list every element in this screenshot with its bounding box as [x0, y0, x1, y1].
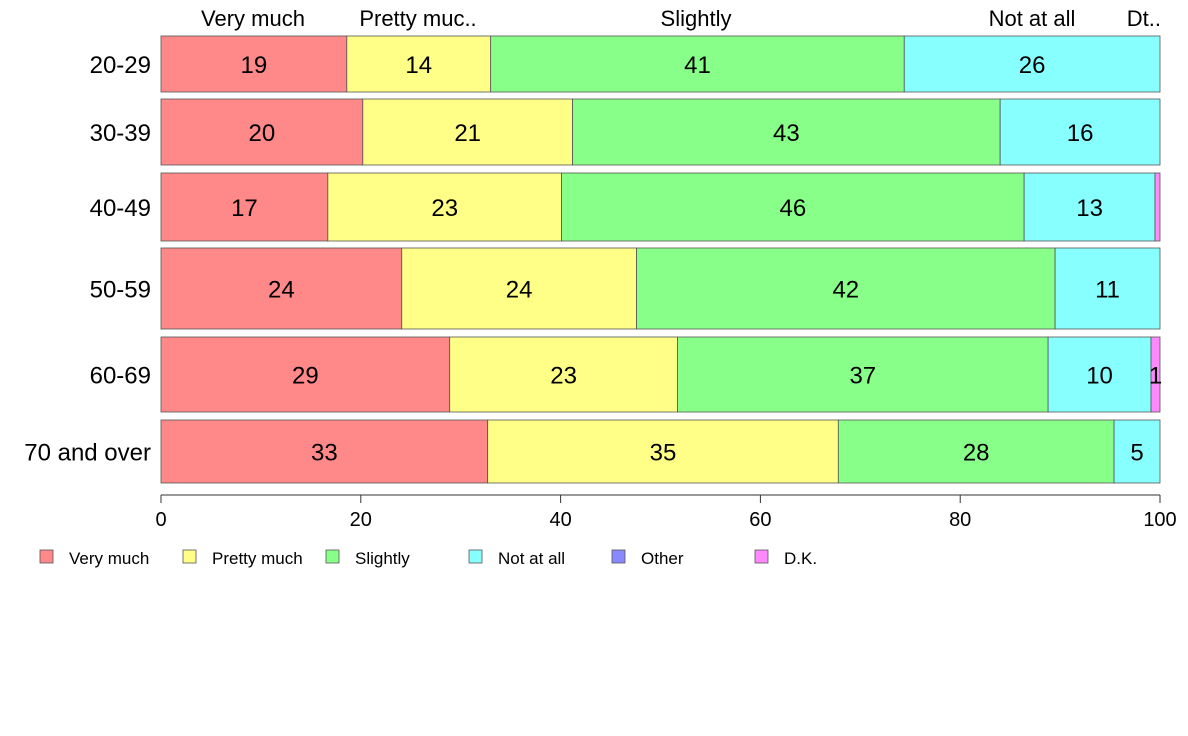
- legend-label: D.K.: [784, 549, 817, 568]
- bar-segment: [490, 35, 905, 93]
- bar-segment: [1023, 172, 1156, 242]
- bar-segment: [160, 419, 489, 484]
- data-label: 33: [311, 440, 338, 467]
- data-label: 21: [454, 120, 481, 147]
- data-label: 11: [1095, 277, 1120, 304]
- category-label: 20-29: [90, 52, 151, 79]
- bar-segment: [160, 172, 329, 242]
- bar-segment: [160, 247, 403, 330]
- x-tick-label: 40: [549, 509, 571, 531]
- bar-segment: [1047, 336, 1152, 413]
- data-label: 37: [849, 363, 876, 390]
- top-series-label: Very much: [201, 6, 305, 31]
- legend-swatch: [39, 549, 54, 564]
- data-label: 26: [1019, 52, 1046, 79]
- data-label: 14: [405, 52, 432, 79]
- bar-segment: [999, 98, 1161, 166]
- bar-segment: [401, 247, 637, 330]
- legend-label: Pretty much: [212, 549, 303, 568]
- category-label: 60-69: [90, 363, 151, 390]
- bar-segment: [346, 35, 492, 93]
- data-label: 24: [506, 277, 533, 304]
- data-label: 1: [1149, 363, 1162, 390]
- top-series-labels: Very much Pretty muc.. Slightly Not at all D…: [201, 6, 1161, 31]
- data-label: 23: [431, 195, 458, 222]
- bar-segment: [677, 336, 1049, 413]
- bar-segment: [160, 336, 451, 413]
- top-series-label: Dt..: [1127, 6, 1161, 31]
- top-series-label: Pretty muc..: [359, 6, 476, 31]
- data-label: 41: [684, 52, 711, 79]
- bar-segment: [160, 35, 348, 93]
- x-tick-label: 80: [949, 509, 971, 531]
- legend-label: Very much: [69, 549, 149, 568]
- data-label: 42: [832, 277, 859, 304]
- bar-segment: [362, 98, 573, 166]
- category-labels: 20-29 30-39 40-49 50-59 60-69 70 and over: [24, 52, 151, 467]
- legend: Very much Pretty much Slightly Not at all Ot…: [39, 549, 817, 568]
- data-label: 43: [773, 120, 800, 147]
- top-series-label: Not at all: [989, 6, 1076, 31]
- legend-swatch: [468, 549, 483, 564]
- legend-label: Not at all: [498, 549, 565, 568]
- legend-swatch: [182, 549, 197, 564]
- data-label: 10: [1086, 363, 1113, 390]
- legend-swatch: [611, 549, 626, 564]
- bar-segment: [1154, 172, 1161, 242]
- x-tick-label: 60: [749, 509, 771, 531]
- category-label: 70 and over: [24, 440, 151, 467]
- data-label: 17: [231, 195, 258, 222]
- data-label: 28: [963, 440, 990, 467]
- data-label: 23: [550, 363, 577, 390]
- data-label: 19: [241, 52, 268, 79]
- data-label: 35: [650, 440, 677, 467]
- bar-segment: [327, 172, 562, 242]
- bars-group: 19 14 41 26 20 21 43 16 17 23 46 13 24 24 42 11 29 23 37 10…: [160, 35, 1162, 484]
- category-label: 40-49: [90, 195, 151, 222]
- category-label: 30-39: [90, 120, 151, 147]
- data-label: 29: [292, 363, 319, 390]
- x-tick-label: 20: [350, 509, 372, 531]
- legend-swatch: [325, 549, 340, 564]
- top-series-label: Slightly: [661, 6, 732, 31]
- data-label: 46: [780, 195, 807, 222]
- x-axis: 0 20 40 60 80 100: [155, 494, 1177, 531]
- bar-segment: [1150, 336, 1161, 413]
- bar-segment: [1113, 419, 1161, 484]
- data-label: 5: [1130, 440, 1143, 467]
- bar-segment: [449, 336, 678, 413]
- bar-segment: [160, 98, 364, 166]
- x-tick-label: 100: [1143, 509, 1176, 531]
- bar-segment: [487, 419, 839, 484]
- legend-swatch: [754, 549, 769, 564]
- bar-segment: [572, 98, 1001, 166]
- category-label: 50-59: [90, 277, 151, 304]
- legend-label: Slightly: [355, 549, 410, 568]
- bar-segment: [636, 247, 1056, 330]
- data-label: 13: [1076, 195, 1103, 222]
- data-label: 20: [249, 120, 276, 147]
- data-label: 16: [1067, 120, 1094, 147]
- x-tick-label: 0: [155, 509, 166, 531]
- legend-label: Other: [641, 549, 684, 568]
- data-label: 24: [268, 277, 295, 304]
- bar-segment: [1054, 247, 1161, 330]
- bar-segment: [903, 35, 1161, 93]
